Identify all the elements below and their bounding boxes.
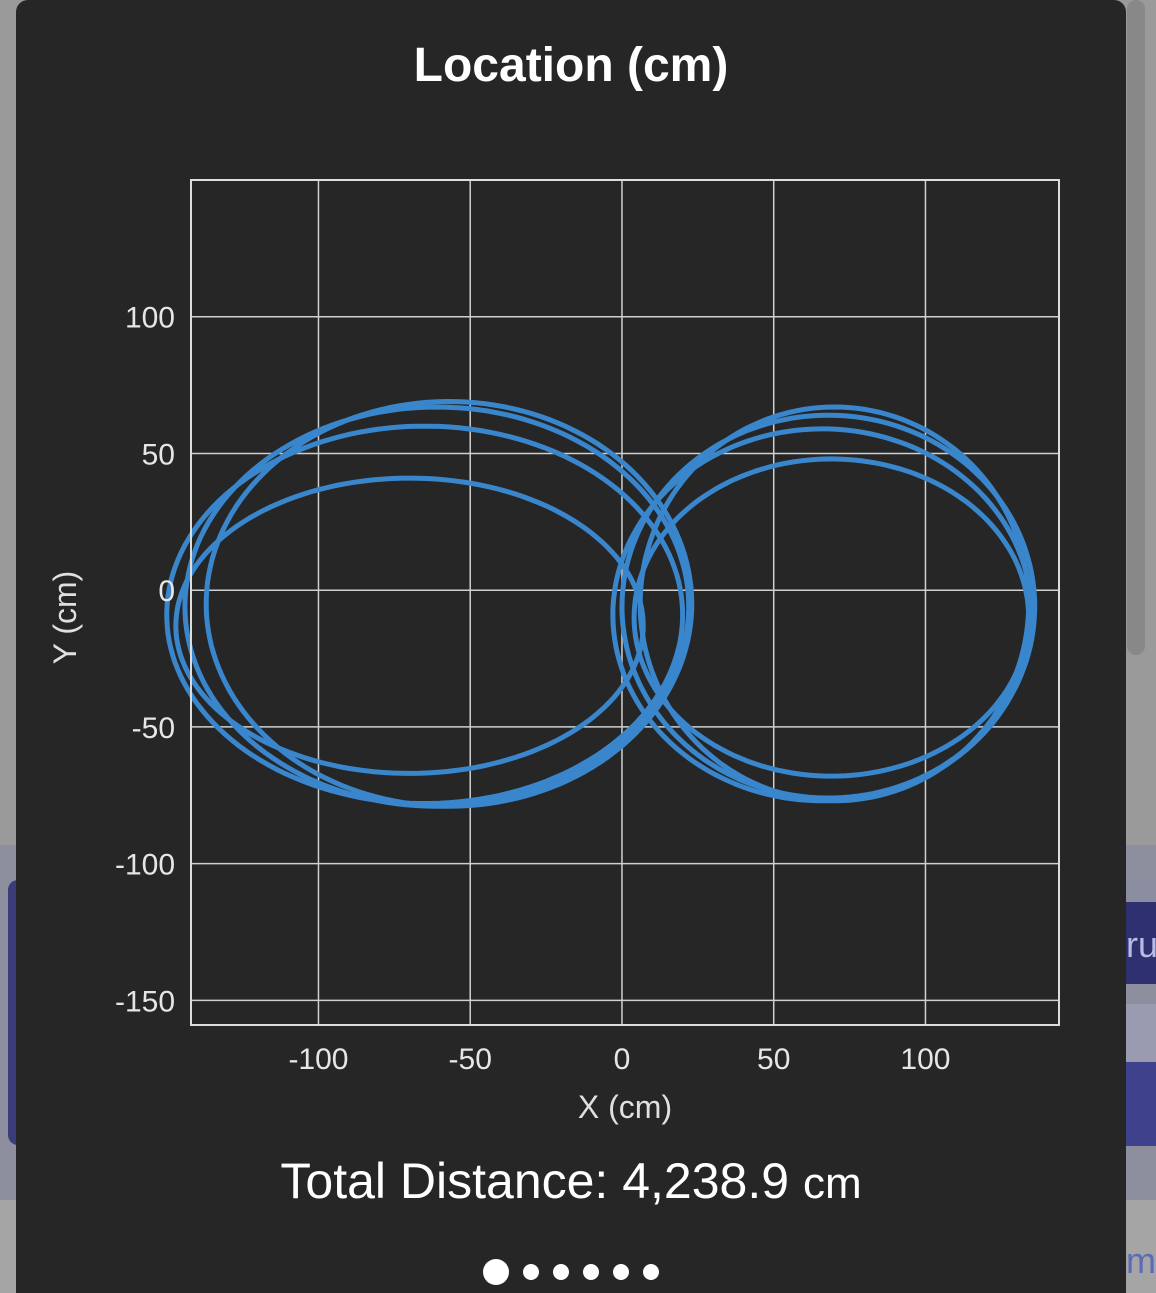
total-distance-label: Total Distance: [280,1153,623,1209]
trajectory-loop [182,404,692,809]
trajectory-loop [610,426,1035,804]
scrollbar[interactable] [1127,0,1145,655]
chart-modal: Location (cm) -100 -50 0 50 100 100 50 0 -50 -100… [16,0,1126,1293]
trajectory-loop [164,423,686,806]
x-tick-label: -100 [288,1043,348,1076]
background-button [1126,1062,1156,1146]
background-button [1126,902,1156,984]
background-strip [1126,880,1156,902]
x-tick-label: -50 [449,1043,492,1076]
total-distance: Total Distance: 4,238.9 cm [16,1152,1126,1210]
x-tick-label: 50 [757,1043,790,1076]
y-tick-label: 100 [125,302,175,335]
chart-title: Location (cm) [413,39,729,92]
background-strip [1126,1004,1156,1062]
x-axis-label: X (cm) [578,1089,672,1125]
page-dot[interactable] [553,1264,569,1280]
total-distance-value: 4,238.9 [622,1153,790,1209]
background-link-label: mp [1126,1240,1156,1281]
total-distance-unit: cm [802,1159,862,1208]
page-dot[interactable] [583,1264,599,1280]
background-button-label: rue [1126,924,1156,965]
y-tick-label: 50 [142,438,175,471]
page-dot[interactable] [523,1264,539,1280]
x-tick-label: 100 [900,1043,950,1076]
y-tick-label: -100 [115,849,175,882]
page-dot-active[interactable] [483,1259,509,1285]
y-tick-label: -150 [115,985,175,1018]
x-tick-label: 0 [614,1043,631,1076]
location-chart: -100 -50 0 50 100 100 50 0 -50 -100 -150 X (cm) Y … [47,179,1060,1125]
y-tick-label: 0 [158,575,175,608]
y-tick-label: -50 [132,712,175,745]
page-indicator[interactable] [16,1258,1126,1286]
plot-frame [190,179,1060,1026]
y-axis-label: Y (cm) [47,571,83,665]
trajectory-loop [203,398,695,809]
page-dot[interactable] [643,1264,659,1280]
trajectory-loop [173,475,646,776]
trajectory-loop [631,456,1032,779]
page-dot[interactable] [613,1264,629,1280]
